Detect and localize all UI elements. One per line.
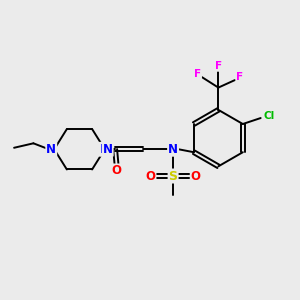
Text: F: F bbox=[236, 72, 244, 82]
Text: F: F bbox=[215, 61, 222, 71]
Text: N: N bbox=[103, 143, 113, 156]
Text: N: N bbox=[100, 143, 110, 156]
Text: O: O bbox=[191, 169, 201, 182]
Text: F: F bbox=[194, 69, 201, 79]
Text: N: N bbox=[46, 143, 56, 156]
Text: Cl: Cl bbox=[263, 111, 274, 121]
Text: O: O bbox=[112, 164, 122, 178]
Text: N: N bbox=[168, 143, 178, 156]
Text: S: S bbox=[169, 169, 178, 182]
Text: O: O bbox=[146, 169, 155, 182]
